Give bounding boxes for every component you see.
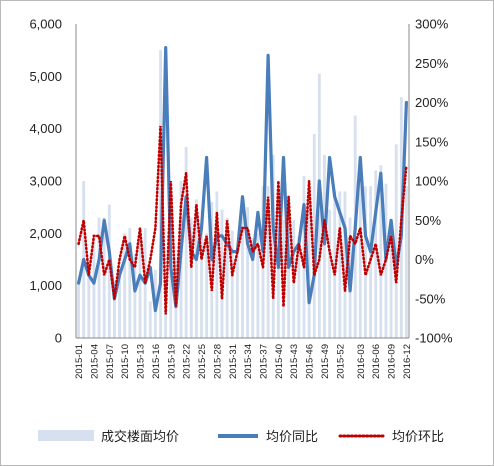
bar-2015-49 xyxy=(323,154,326,338)
bar-2015-26 xyxy=(205,233,209,338)
bar-2016-07 xyxy=(379,165,383,338)
bar-2016-10 xyxy=(394,144,398,338)
bar-2015-27 xyxy=(210,201,214,338)
bar-2016-12 xyxy=(405,186,408,338)
left-tick-label: 5,000 xyxy=(29,69,62,84)
x-tick-label: 2016-03 xyxy=(356,344,367,379)
bar-2015-30 xyxy=(225,217,229,338)
x-tick-label: 2015-19 xyxy=(166,344,177,379)
bar-2015-15 xyxy=(148,301,152,338)
bar-2015-46 xyxy=(307,201,311,338)
bar-2015-34 xyxy=(246,207,250,338)
bar-2015-38 xyxy=(266,186,270,338)
legend-swatch-bar xyxy=(38,430,94,441)
legend: 成交楼面均价 均价同比 均价环比 xyxy=(38,429,444,444)
bar-2015-35 xyxy=(251,238,255,338)
x-tick-label: 2015-43 xyxy=(289,344,300,379)
bar-2016-06 xyxy=(374,170,378,338)
bar-2015-33 xyxy=(241,212,244,338)
bar-2015-39 xyxy=(271,154,275,338)
bar-2015-12 xyxy=(133,254,137,338)
x-tick-label: 2015-46 xyxy=(305,344,316,379)
bar-2015-08 xyxy=(113,280,116,338)
series-line-mom xyxy=(77,125,408,315)
bar-2015-10 xyxy=(123,233,127,338)
x-tick-label: 2015-31 xyxy=(228,344,239,379)
bar-2016-03 xyxy=(358,162,362,338)
bar-2015-11 xyxy=(128,228,132,338)
bar-2015-25 xyxy=(200,228,203,338)
right-tick-label: 100% xyxy=(415,174,449,189)
right-tick-label: 300% xyxy=(415,17,449,32)
left-y-axis-ticks: 0 1,000 2,000 3,000 4,000 5,000 6,000 xyxy=(29,17,62,346)
right-tick-label: 0% xyxy=(415,252,434,267)
bar-2015-09 xyxy=(118,269,121,338)
x-tick-label: 2016-09 xyxy=(387,344,398,379)
right-tick-label: 250% xyxy=(415,56,449,71)
x-tick-label: 2015-34 xyxy=(243,344,254,379)
right-y-axis-ticks: -100% -50% 0% 50% 100% 150% 200% 250% 300% xyxy=(415,17,453,346)
left-tick-label: 4,000 xyxy=(29,121,62,136)
legend-label-bar: 成交楼面均价 xyxy=(101,429,179,444)
bar-2015-07 xyxy=(107,204,111,338)
bar-2015-28 xyxy=(215,191,219,338)
bar-2015-03 xyxy=(87,275,91,338)
x-tick-label: 2015-01 xyxy=(74,344,85,379)
bar-2015-23 xyxy=(189,217,193,338)
x-tick-label: 2015-04 xyxy=(89,344,100,379)
x-tick-label: 2015-22 xyxy=(182,344,193,379)
left-tick-label: 1,000 xyxy=(29,278,62,293)
bar-2015-36 xyxy=(256,233,260,338)
x-tick-label: 2015-10 xyxy=(120,344,131,379)
bar-2015-52 xyxy=(338,191,342,338)
x-axis-ticks: 2015-01 2015-04 2015-07 2015-10 2015-13 2015-… xyxy=(74,344,413,379)
x-tick-label: 2015-52 xyxy=(335,344,346,379)
x-tick-label: 2015-16 xyxy=(151,344,162,379)
bar-2015-17 xyxy=(159,50,162,339)
left-tick-label: 6,000 xyxy=(29,17,62,32)
bar-2015-04 xyxy=(92,238,96,338)
bar-2015-29 xyxy=(220,209,224,338)
bar-2015-50 xyxy=(328,209,332,338)
x-tick-label: 2016-06 xyxy=(371,344,382,379)
x-tick-label: 2015-25 xyxy=(197,344,208,379)
right-tick-label: -100% xyxy=(415,331,453,346)
line-series xyxy=(76,45,408,315)
bar-2015-47 xyxy=(312,133,316,338)
right-tick-label: 200% xyxy=(415,95,449,110)
bar-2015-06 xyxy=(102,217,106,338)
x-tick-label: 2015-07 xyxy=(105,344,116,379)
bar-2016-04 xyxy=(364,186,367,338)
axes xyxy=(75,24,410,339)
bar-2015-32 xyxy=(235,249,239,338)
x-tick-label: 2015-28 xyxy=(212,344,223,379)
x-tick-label: 2016-12 xyxy=(402,344,413,379)
right-tick-label: 150% xyxy=(415,134,449,149)
series-line-yoy xyxy=(76,45,408,313)
left-tick-label: 2,000 xyxy=(29,226,62,241)
legend-label-yoy: 均价同比 xyxy=(266,429,318,444)
x-tick-label: 2015-40 xyxy=(274,344,285,379)
right-tick-label: -50% xyxy=(415,291,446,306)
bar-2015-31 xyxy=(230,230,234,338)
x-tick-label: 2015-37 xyxy=(258,344,269,379)
bar-2015-24 xyxy=(194,199,198,338)
legend-label-mom: 均价环比 xyxy=(392,429,444,444)
bar-2015-01 xyxy=(77,280,80,338)
bar-2015-53 xyxy=(343,191,347,338)
bar-2016-09 xyxy=(389,233,393,338)
bar-2015-13 xyxy=(138,241,142,338)
left-tick-label: 0 xyxy=(55,331,62,346)
bar-2015-44 xyxy=(297,235,301,338)
right-tick-label: 50% xyxy=(415,213,441,228)
bar-2015-22 xyxy=(184,146,188,338)
bar-2015-05 xyxy=(97,217,101,338)
left-tick-label: 3,000 xyxy=(29,174,62,189)
x-tick-label: 2015-13 xyxy=(136,344,147,379)
x-tick-label: 2015-49 xyxy=(320,344,331,379)
